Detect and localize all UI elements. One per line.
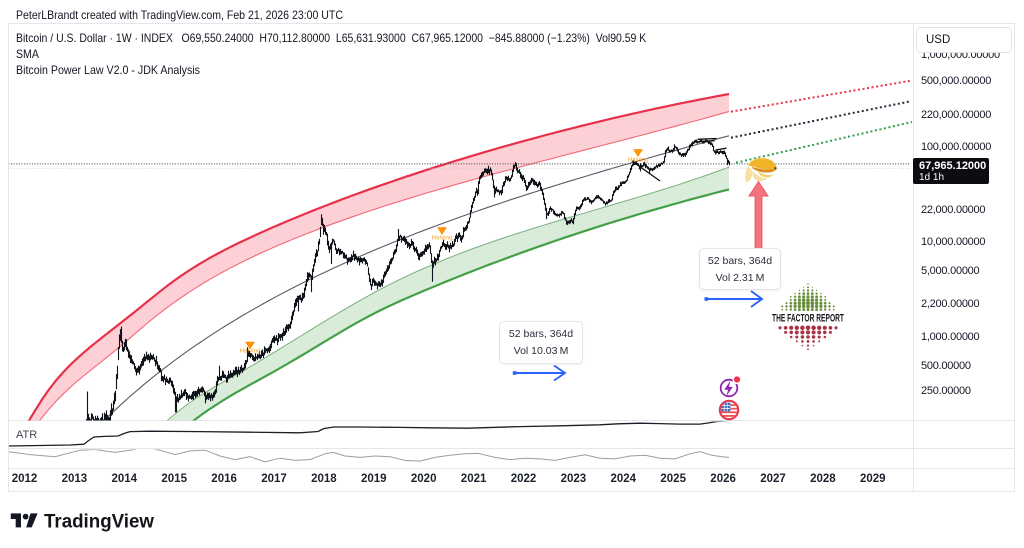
svg-text:THE FACTOR REPORT: THE FACTOR REPORT — [772, 313, 844, 325]
svg-text:Halving: Halving — [628, 157, 649, 164]
svg-text:TradingView: TradingView — [44, 512, 154, 533]
svg-text:Halving: Halving — [240, 348, 261, 355]
svg-text:Halving: Halving — [432, 235, 453, 242]
